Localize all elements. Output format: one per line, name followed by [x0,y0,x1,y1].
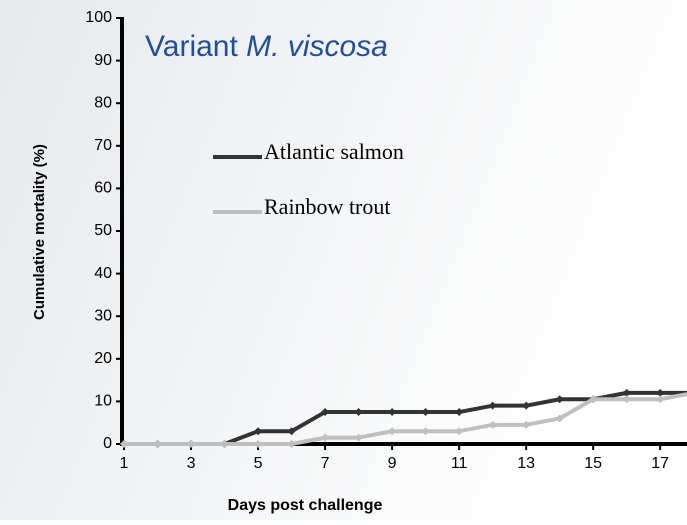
x-tick-label: 17 [651,455,669,472]
point-marker [622,395,631,404]
x-tick-label: 7 [321,455,330,472]
point-marker [220,440,229,448]
point-marker [254,427,263,436]
point-marker [187,440,196,448]
point-marker [622,388,631,397]
title-part: M. viscosa [246,30,388,63]
y-tick-label: 80 [94,94,112,111]
point-marker [287,440,296,448]
point-marker [120,440,128,448]
point-marker [488,420,497,429]
x-axis-label: Days post challenge [228,497,383,514]
point-marker [555,414,564,423]
legend-label: Rainbow trout [264,194,391,219]
point-marker [421,408,430,417]
point-marker [421,427,430,436]
point-marker [455,408,464,417]
y-tick-label: 30 [94,307,112,324]
y-axis-label: Cumulative mortality (%) [31,144,48,320]
point-marker [321,408,330,417]
legend-label: Atlantic salmon [264,139,404,164]
y-tick-label: 100 [85,9,112,26]
point-marker [555,395,564,404]
point-marker [656,388,665,397]
point-marker [354,408,363,417]
point-marker [287,427,296,436]
x-tick-label: 13 [517,455,535,472]
x-tick-label: 15 [584,455,602,472]
y-tick-label: 60 [94,180,112,197]
point-marker [522,401,531,410]
point-marker [254,440,263,448]
point-marker [321,433,330,442]
y-tick-label: 20 [94,350,112,367]
x-tick-label: 1 [120,455,129,472]
point-marker [589,395,598,404]
y-tick-label: 50 [94,222,112,239]
point-marker [455,427,464,436]
y-tick-label: 40 [94,265,112,282]
x-tick-label: 5 [254,455,263,472]
point-marker [354,433,363,442]
series-line [124,392,687,446]
x-tick-label: 9 [388,455,397,472]
x-tick-label: 11 [451,455,468,472]
title-part: Variant [145,30,238,63]
point-marker [388,427,397,436]
chart-title: Variant M. viscosa [145,30,388,63]
y-tick-label: 70 [94,137,112,154]
point-marker [488,401,497,410]
y-tick-label: 90 [94,52,112,69]
point-marker [656,395,665,404]
plot-area [120,388,687,448]
point-marker [153,440,162,448]
point-marker [388,408,397,417]
x-tick-label: 3 [187,455,196,472]
point-marker [522,420,531,429]
y-tick-label: 0 [103,435,112,452]
y-tick-label: 10 [94,393,112,410]
